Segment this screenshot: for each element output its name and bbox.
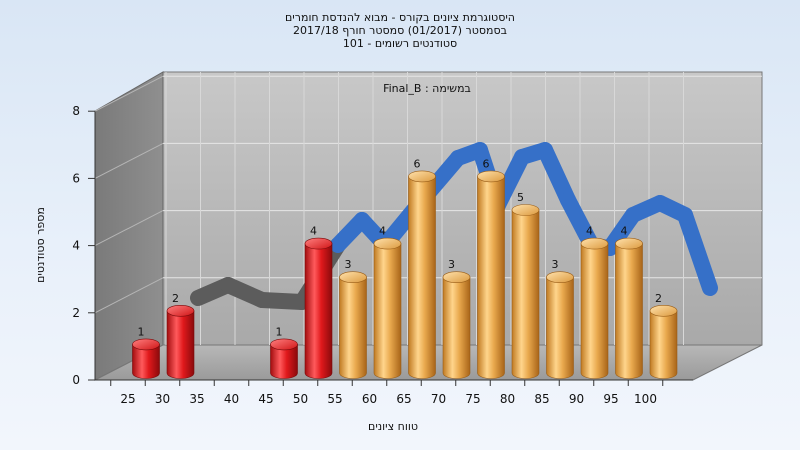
x-tick-label-6: 55	[327, 392, 342, 406]
bar-body-45	[270, 344, 298, 379]
y-tick-label-4: 8	[72, 104, 80, 118]
bar-cap-50	[304, 237, 333, 250]
bar-55	[339, 271, 367, 379]
x-axis: 25 30 35 40 45 50 55 60 65 70 75 80 85 90 95 100	[95, 379, 693, 406]
bar-cap-25	[132, 338, 160, 351]
chart-title-line-1: היסטוגרמת ציונים בקורס - מבוא להנדסת חומ…	[285, 11, 515, 24]
chart-title-line-2: בסמסטר (01/2017) סמסטר חורף 2017/18	[293, 24, 507, 37]
data-label-25: 1	[138, 325, 145, 338]
bar-45	[270, 338, 298, 379]
gridline-left-1	[94, 277, 164, 314]
bar-cap-60	[373, 237, 402, 250]
y-tick-label-0: 0	[72, 373, 80, 387]
bar-75	[477, 170, 505, 379]
gridlines	[94, 72, 762, 345]
bar-70	[442, 271, 471, 379]
chart-title-line-3: סטודנטים רשומים - 101	[342, 37, 458, 50]
data-label-100: 2	[655, 292, 662, 305]
x-tick-label-15: 100	[634, 392, 657, 406]
bar-100	[649, 304, 678, 379]
gridline-left-3	[94, 142, 164, 179]
bar-95	[615, 237, 643, 379]
x-tick-label-2: 35	[189, 392, 204, 406]
bar-body-90	[580, 243, 609, 379]
gridline-left-4	[94, 75, 164, 112]
x-tick-label-13: 90	[569, 392, 584, 406]
gridline-left-2	[94, 210, 164, 247]
data-label-30: 2	[172, 292, 179, 305]
data-label-85: 3	[552, 258, 559, 271]
legend-label: Final_B : במשימה	[383, 82, 471, 95]
data-label-95: 4	[621, 225, 628, 238]
bar-80	[511, 204, 540, 379]
curve-segment-13	[560, 192, 600, 254]
bar-85	[546, 271, 574, 379]
x-tick-label-10: 75	[465, 392, 480, 406]
left-wall	[94, 71, 164, 381]
bar-cap-90	[580, 237, 609, 250]
data-label-60: 4	[379, 225, 386, 238]
bars	[132, 170, 678, 379]
curve-segment-18	[677, 207, 718, 296]
x-tick-label-4: 45	[258, 392, 273, 406]
x-tick-label-12: 85	[534, 392, 549, 406]
data-label-50: 4	[310, 225, 317, 238]
bar-body-100	[649, 310, 678, 379]
bar-65	[408, 170, 436, 379]
bar-25	[132, 338, 160, 379]
x-axis-title: טווח ציונים	[368, 420, 418, 433]
x-tick-label-5: 50	[293, 392, 308, 406]
bar-cap-70	[442, 271, 471, 284]
x-tick-label-14: 95	[603, 392, 618, 406]
bar-90	[580, 237, 609, 379]
bar-cap-45	[270, 338, 298, 351]
bar-cap-30	[166, 304, 195, 317]
x-tick-label-3: 40	[224, 392, 239, 406]
bar-cap-85	[546, 271, 574, 284]
bar-body-55	[339, 276, 367, 379]
bar-body-85	[546, 276, 574, 379]
y-axis: 0 2 4 6 8	[72, 104, 96, 387]
bar-body-30	[166, 310, 195, 379]
bar-body-25	[132, 344, 160, 379]
bar-body-75	[477, 176, 505, 379]
data-label-55: 3	[345, 258, 352, 271]
bar-cap-75	[477, 170, 505, 183]
x-tick-label-9: 70	[431, 392, 446, 406]
x-tick-label-0: 25	[120, 392, 135, 406]
y-tick-label-2: 4	[72, 239, 80, 253]
x-tick-label-11: 80	[500, 392, 515, 406]
bar-50	[304, 237, 333, 379]
data-label-90: 4	[586, 225, 593, 238]
data-labels: 1 2 1 4 3 4 6 3 6 5 3 4 4 2	[138, 157, 663, 338]
y-tick-label-1: 2	[72, 306, 80, 320]
bar-body-60	[373, 243, 402, 379]
data-label-80: 5	[517, 191, 524, 204]
x-tick-label-1: 30	[155, 392, 170, 406]
y-tick-label-3: 6	[72, 171, 80, 185]
bar-30	[166, 304, 195, 379]
bar-60	[373, 237, 402, 379]
bar-cap-65	[408, 170, 436, 183]
bar-cap-80	[511, 204, 540, 216]
curve-segment-12	[537, 142, 576, 208]
data-label-75: 6	[483, 157, 490, 170]
bar-cap-55	[339, 271, 367, 284]
data-label-70: 3	[448, 258, 455, 271]
bar-body-50	[304, 243, 333, 379]
y-axis-title: מספר סטודנטים	[34, 207, 47, 283]
bar-body-80	[511, 209, 540, 379]
bar-body-70	[442, 276, 471, 379]
data-label-45: 1	[276, 325, 283, 338]
x-tick-label-8: 65	[396, 392, 411, 406]
bar-cap-95	[615, 237, 643, 250]
bar-cap-100	[649, 304, 678, 317]
data-label-65: 6	[414, 157, 421, 170]
bar-body-95	[615, 243, 643, 379]
x-tick-label-7: 60	[362, 392, 377, 406]
bar-body-65	[408, 176, 436, 379]
